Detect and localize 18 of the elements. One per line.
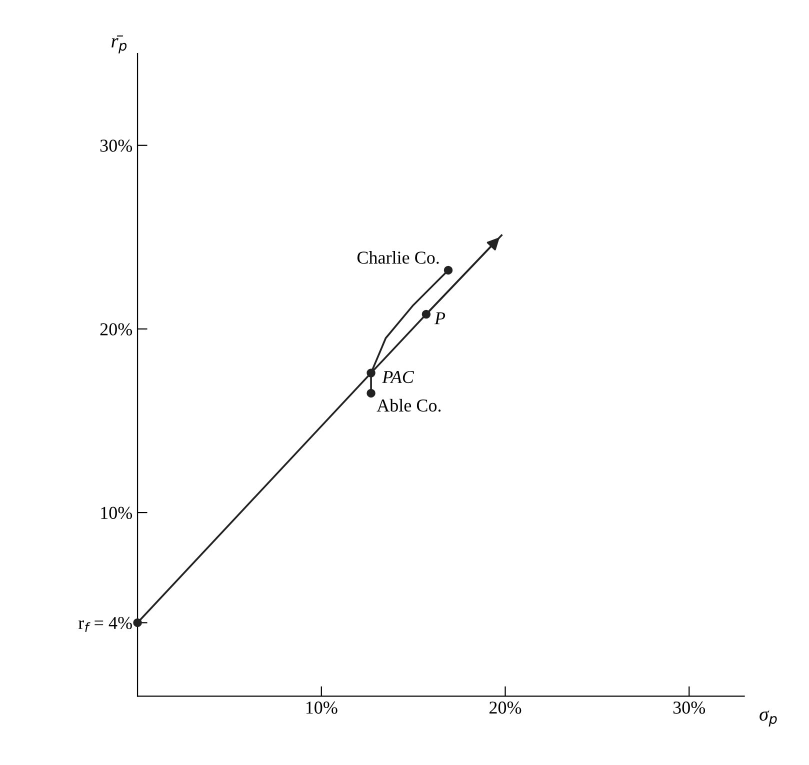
point xyxy=(133,618,142,628)
point xyxy=(422,310,431,319)
y-axis-title: r̄$_{p}$ xyxy=(112,35,127,54)
x-axis-title: σ$_{p}$ xyxy=(760,710,777,727)
point xyxy=(366,368,376,378)
y-tick-label: 20% xyxy=(100,323,132,336)
x-tick-label: 30% xyxy=(673,702,706,714)
y-tick-label: 30% xyxy=(100,140,132,152)
annotation: Able Co. xyxy=(376,398,441,412)
point xyxy=(366,388,376,398)
x-tick-label: 10% xyxy=(306,702,338,714)
annotation: PAC xyxy=(382,370,414,384)
annotation: Charlie Co. xyxy=(357,251,439,264)
x-tick-label: 20% xyxy=(490,702,522,714)
annotation: P xyxy=(434,312,446,324)
point xyxy=(444,266,453,275)
y-tick-label: r$_{f}$ = 4% xyxy=(78,616,132,632)
y-tick-label: 10% xyxy=(101,506,132,520)
